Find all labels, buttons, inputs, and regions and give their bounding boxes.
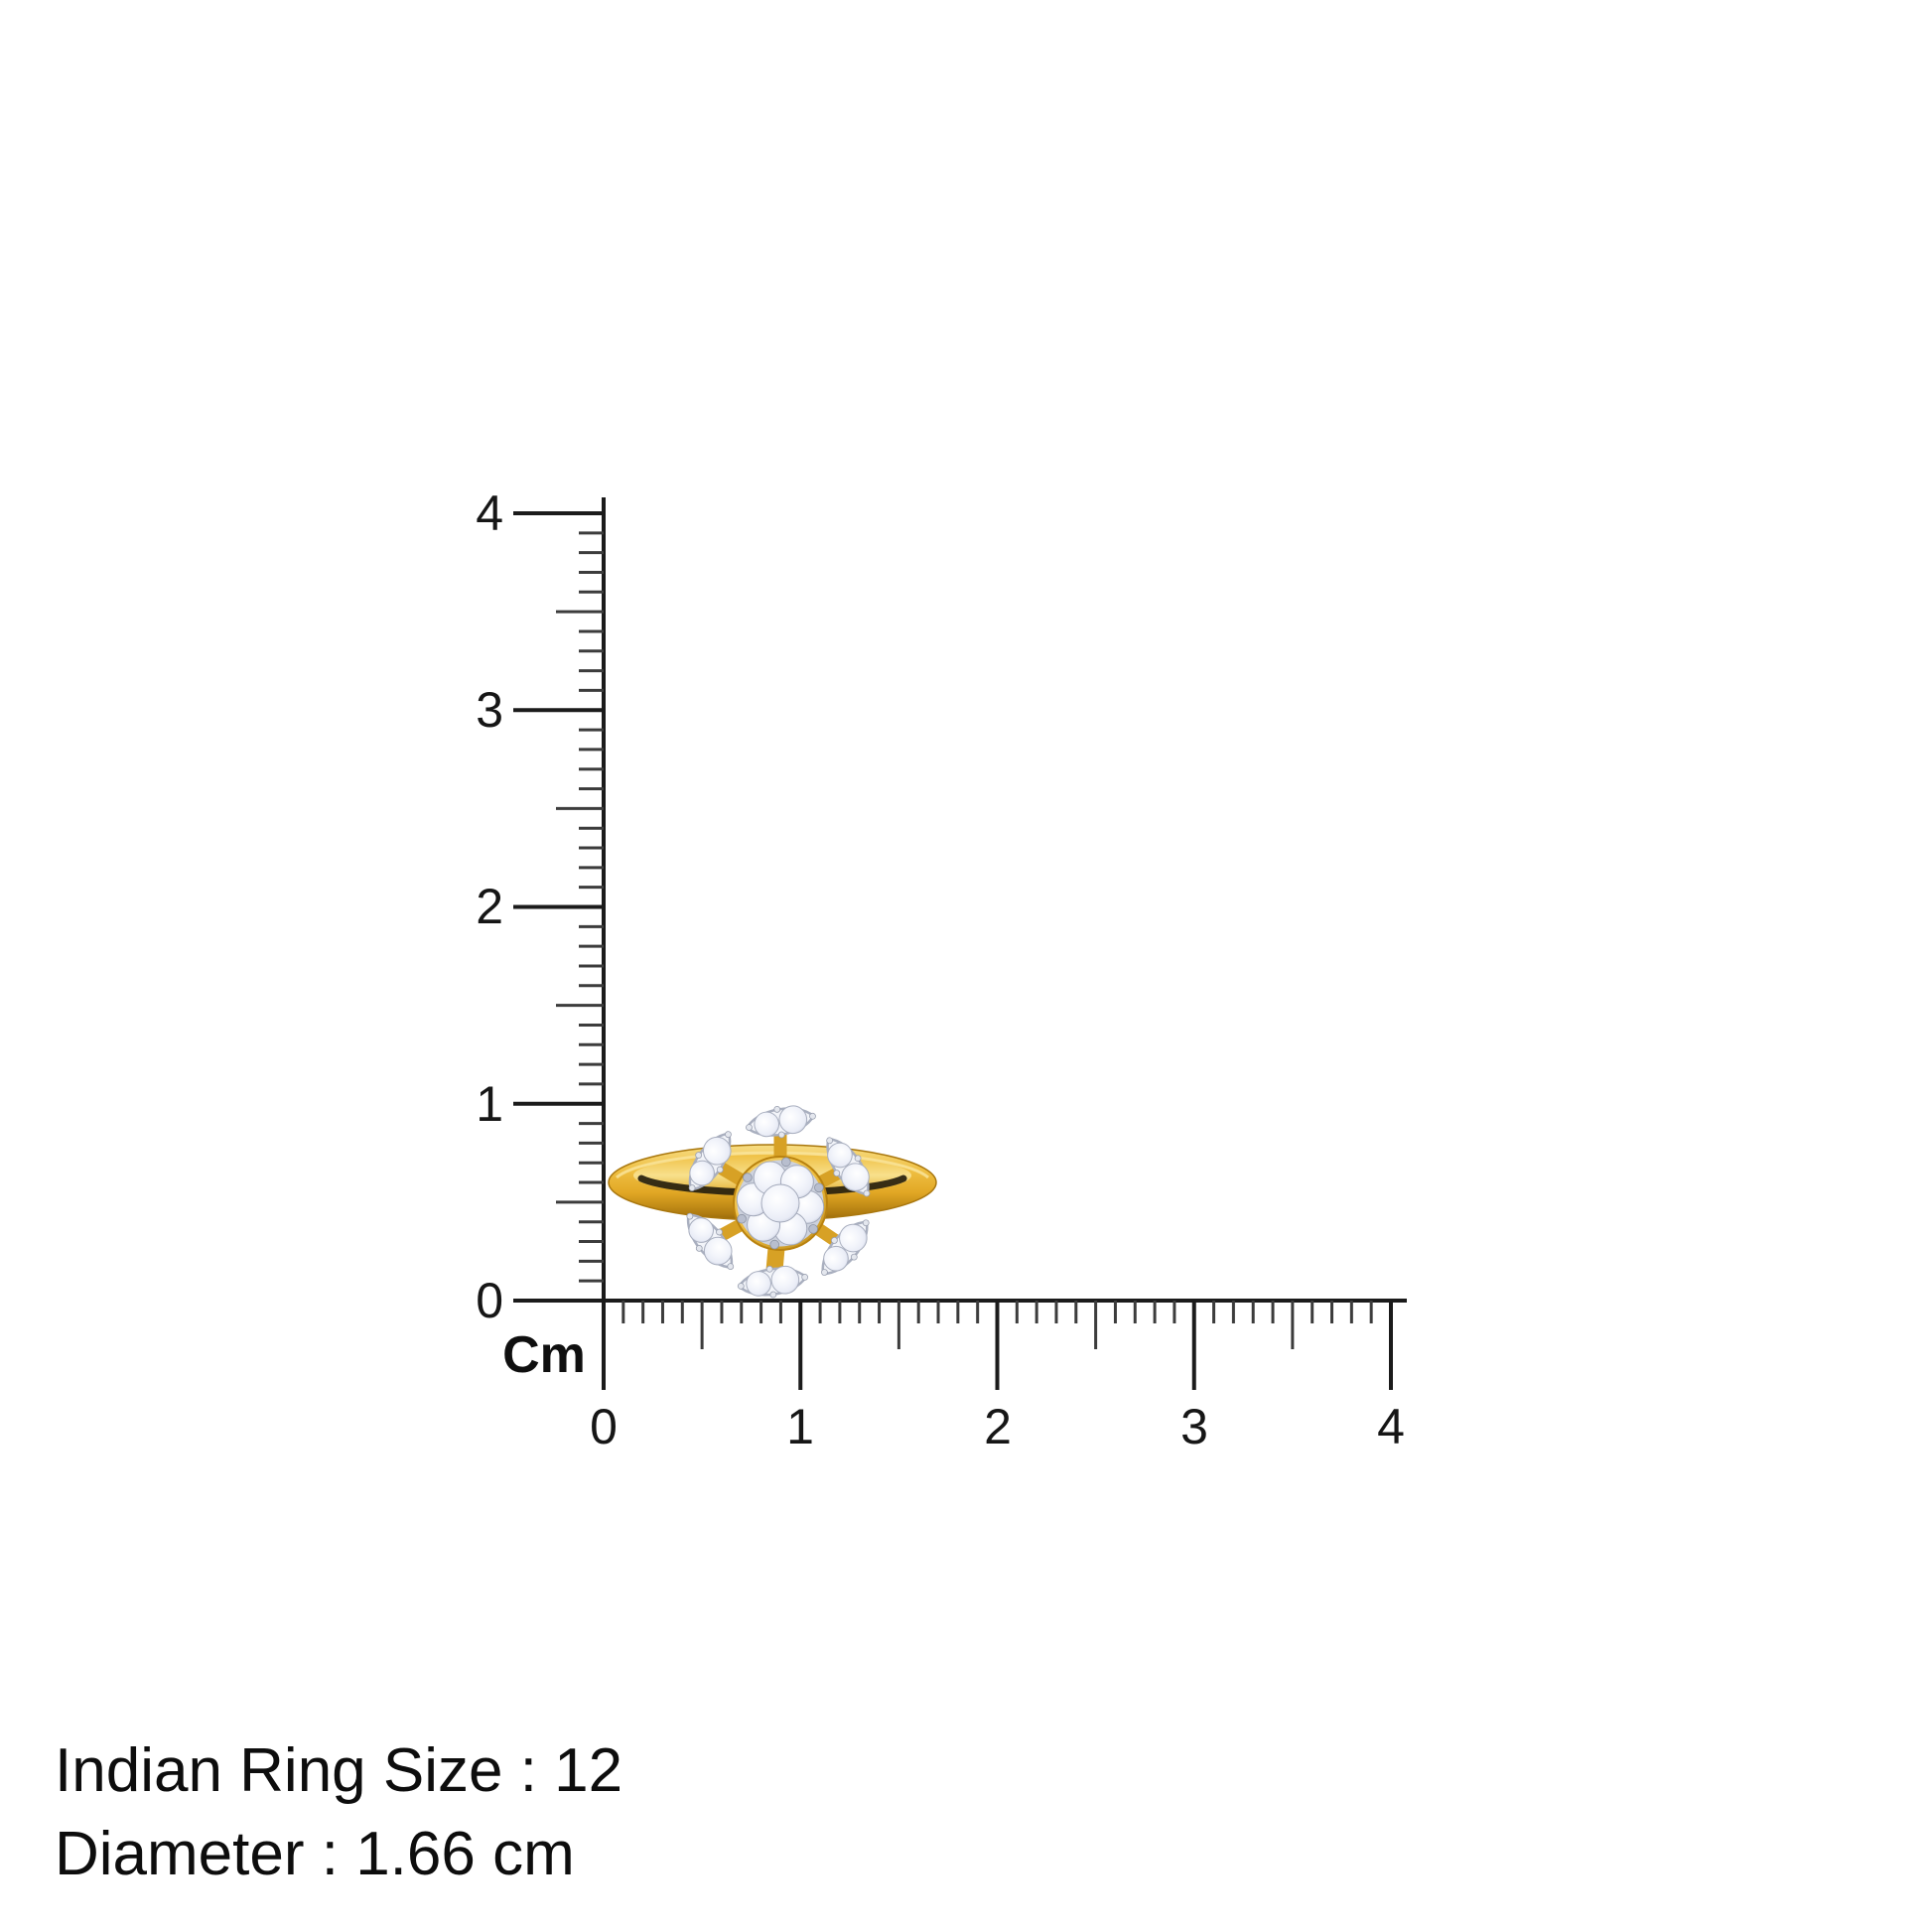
vertical-ruler-label-0: 0: [476, 1273, 503, 1328]
vertical-ruler-label-4: 4: [476, 485, 503, 541]
cm-unit-label: Cm: [502, 1326, 586, 1384]
vertical-ruler-label-1: 1: [476, 1076, 503, 1132]
vertical-ruler-label-2: 2: [476, 879, 503, 934]
caption-ring-size: Indian Ring Size : 12: [55, 1736, 623, 1805]
caption-diameter: Diameter : 1.66 cm: [55, 1820, 575, 1888]
center-diamond-cluster: [733, 1156, 828, 1251]
horizontal-ruler-label-4: 4: [1377, 1399, 1405, 1454]
vertical-ruler-labels: 4 3 2 1 0: [476, 485, 503, 1328]
horizontal-ruler-label-1: 1: [786, 1399, 814, 1454]
horizontal-ruler-label-0: 0: [590, 1399, 618, 1454]
ruler-ticks: [513, 497, 1407, 1390]
horizontal-ruler-labels: 0 1 2 3 4: [590, 1399, 1405, 1454]
horizontal-ruler-label-2: 2: [984, 1399, 1012, 1454]
vertical-ruler-label-3: 3: [476, 682, 503, 738]
diamond-stone: [760, 1183, 800, 1223]
size-caption: Indian Ring Size : 12 Diameter : 1.66 cm: [55, 1729, 622, 1896]
marquise-cluster-top: [742, 1098, 820, 1146]
horizontal-ruler-label-3: 3: [1180, 1399, 1208, 1454]
ring-image: [608, 1098, 937, 1304]
